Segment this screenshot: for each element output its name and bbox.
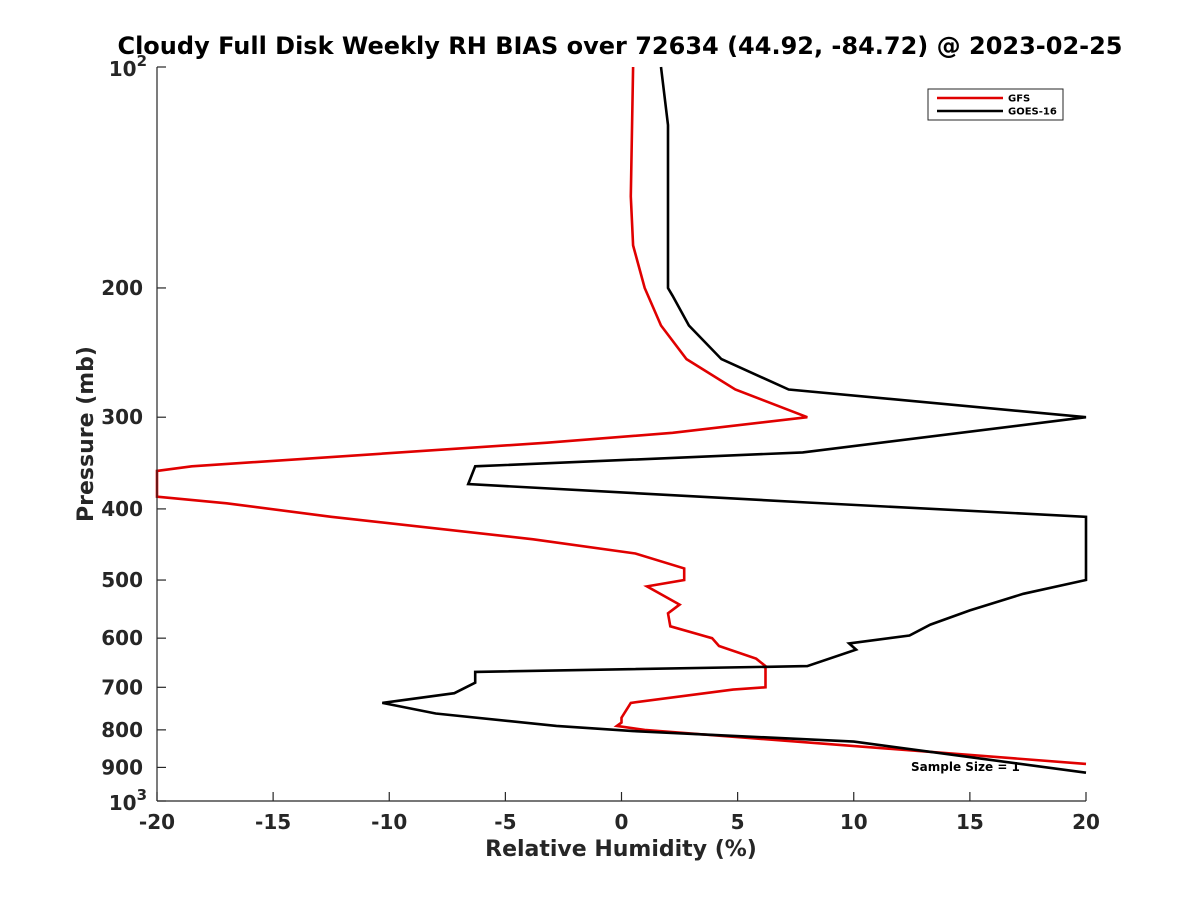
- legend-label: GOES-16: [1008, 107, 1057, 118]
- legend: GFS GOES-16: [927, 88, 1064, 121]
- y-tick-label: 500: [101, 568, 143, 592]
- sample-size-annotation: Sample Size = 1: [911, 760, 1020, 774]
- series-layer: [155, 66, 1088, 774]
- plot-area: [157, 67, 1086, 801]
- y-tick-label-exponent: 2: [137, 52, 147, 70]
- y-tick-label: 700: [101, 675, 143, 699]
- x-tick-label: 5: [731, 810, 745, 834]
- y-tick-label: 800: [101, 718, 143, 742]
- x-tick-label: -5: [494, 810, 516, 834]
- x-axis-label: Relative Humidity (%): [485, 837, 757, 862]
- legend-box: [927, 88, 1064, 121]
- x-tick-label: 10: [840, 810, 868, 834]
- x-tick-label: 15: [956, 810, 984, 834]
- y-tick-label: 600: [101, 626, 143, 650]
- y-tick-label-base: 10: [109, 791, 137, 815]
- x-ticks: -20 -15 -10 -5 0 5 10 15 20: [139, 792, 1100, 834]
- chart-title: Cloudy Full Disk Weekly RH BIAS over 726…: [117, 32, 1122, 60]
- y-tick-label: 103: [109, 786, 147, 815]
- y-tick-label-exponent: 3: [137, 786, 147, 804]
- x-tick-label: -10: [371, 810, 407, 834]
- x-tick-label: 0: [615, 810, 629, 834]
- y-tick-label: 102: [109, 52, 147, 81]
- y-tick-label: 300: [101, 405, 143, 429]
- series-line-goes-16: [382, 66, 1088, 774]
- series-line-gfs: [155, 66, 1087, 766]
- y-tick-label-base: 10: [109, 57, 137, 81]
- x-tick-label: -15: [255, 810, 291, 834]
- y-tick-label: 200: [101, 276, 143, 300]
- y-tick-label: 400: [101, 497, 143, 521]
- x-tick-label: 20: [1072, 810, 1100, 834]
- y-tick-label: 900: [101, 755, 143, 779]
- x-tick-label: -20: [139, 810, 175, 834]
- y-axis-label: Pressure (mb): [74, 346, 99, 522]
- legend-label: GFS: [1008, 94, 1030, 105]
